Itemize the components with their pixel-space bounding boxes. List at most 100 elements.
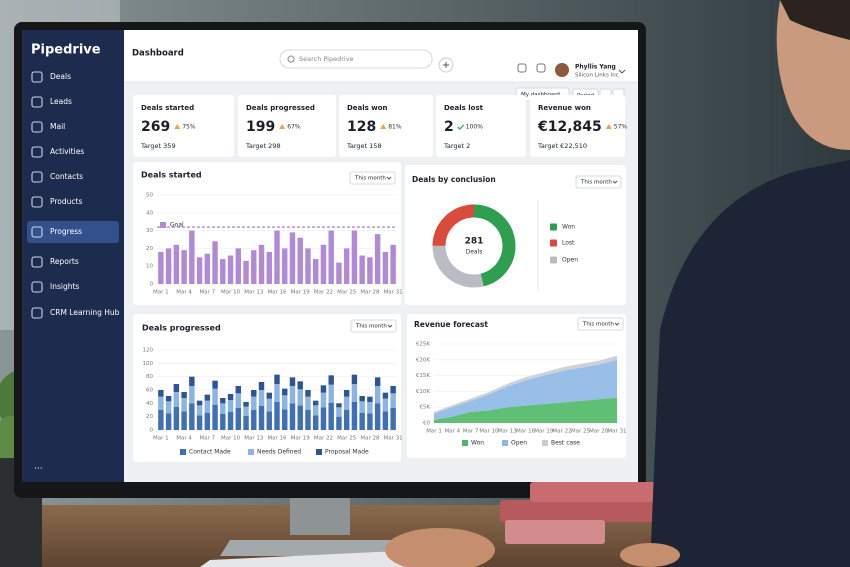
bar-segment [343,410,350,430]
x-tick-label: Mar 4 [176,290,192,296]
nav-item[interactable]: Products [50,197,82,206]
bar-segment [181,411,187,430]
legend-label: Needs Defined [257,449,301,456]
x-tick-label: Mar 31 [384,436,403,442]
kpi-change: 100% [466,124,483,131]
nav-item[interactable]: Deals [50,72,71,81]
bar-segment [266,398,272,412]
hand [620,543,680,567]
filter-button[interactable] [577,317,624,331]
legend-swatch [502,440,508,446]
up-icon [279,124,286,129]
nav-item[interactable]: Mail [50,122,65,131]
bar-segment [251,390,257,397]
bar-segment [243,406,249,416]
donut-segment [432,245,484,288]
header-icon[interactable] [517,63,527,73]
nav-item[interactable]: Contacts [50,172,83,181]
bar-segment [328,402,334,430]
card-title: Deals progressed [142,324,221,333]
bar-segment [173,384,180,392]
filter-label: This month [580,180,612,186]
kpi-card [133,95,234,157]
sidebar [22,30,124,482]
legend-swatch [248,449,254,455]
bar-segment [297,405,303,430]
bar [266,251,272,284]
nav-item[interactable]: Reports [50,257,79,266]
card-title: Deals started [141,171,202,180]
filter-label: This month [582,322,614,328]
nav-item[interactable]: Insights [50,282,79,291]
search-icon [287,55,295,63]
x-tick-label: Mar 28 [589,429,609,435]
filter-button[interactable] [350,319,397,333]
kpi-value: 128 [347,119,376,135]
donut-segment [473,204,516,287]
x-tick-label: Mar 7 [200,436,216,442]
filter-button[interactable] [575,175,622,189]
legend-swatch [542,440,548,446]
bar-segment [212,388,218,405]
add-icon [443,62,449,68]
kpi-card [436,95,526,157]
bar-segment [220,414,226,430]
kpi-title: Revenue won [538,104,591,112]
bar-segment [189,376,195,386]
bar-segment [204,394,211,401]
search-box[interactable] [279,49,433,69]
bar-segment [305,390,311,397]
x-tick-label: Mar 13 [498,429,518,435]
bar [359,255,365,284]
bar-segment [390,408,396,430]
donut-total-label: Deals [466,249,483,256]
kpi-value: 269 [141,119,170,135]
filter-button[interactable] [349,171,396,185]
bar-segment [289,403,296,430]
area [434,355,617,414]
bar [274,230,280,284]
x-tick-label: Mar 16 [267,436,287,442]
kpi-title: Deals progressed [246,104,315,112]
legend-swatch [550,223,557,231]
bar-segment [367,402,373,414]
y-tick-label: 40 [146,401,153,407]
y-tick-label: 20 [146,414,153,420]
donut-segment [432,204,475,247]
nav-item[interactable]: CRM Learning Hub [50,308,120,317]
user-name: Phyllis Yang [575,64,616,71]
bar-segment [313,405,319,416]
avatar[interactable] [555,63,569,77]
x-tick-label: Mar 4 [444,429,460,435]
legend-label: Goal [170,222,184,229]
x-tick-label: Mar 7 [200,290,216,296]
kpi-card [238,95,336,157]
bar-segment [165,401,172,414]
bar-segment [189,403,195,430]
bar-segment [359,401,365,413]
up-icon [605,124,612,129]
legend-label: Lost [562,240,575,247]
area [434,397,617,423]
kpi-target: Target 2 [443,142,470,150]
bar-segment [297,389,303,406]
hand [385,528,495,567]
kpi-title: Deals won [347,104,388,112]
bar-segment [165,413,172,430]
nav-item[interactable]: Activities [50,147,84,156]
up-icon [380,124,387,129]
bar-segment [282,395,288,410]
bar-segment [313,415,319,430]
bar [390,244,396,284]
y-tick-label: 120 [143,348,154,354]
bar-segment [336,416,342,430]
bar [282,248,288,284]
nav-item[interactable]: Progress [50,227,82,236]
bar-segment [274,384,280,402]
bar [165,248,172,284]
sidebar-more[interactable]: ... [34,462,43,472]
bar [351,230,358,284]
header-icon[interactable] [536,63,546,73]
nav-item[interactable]: Leads [50,97,72,106]
